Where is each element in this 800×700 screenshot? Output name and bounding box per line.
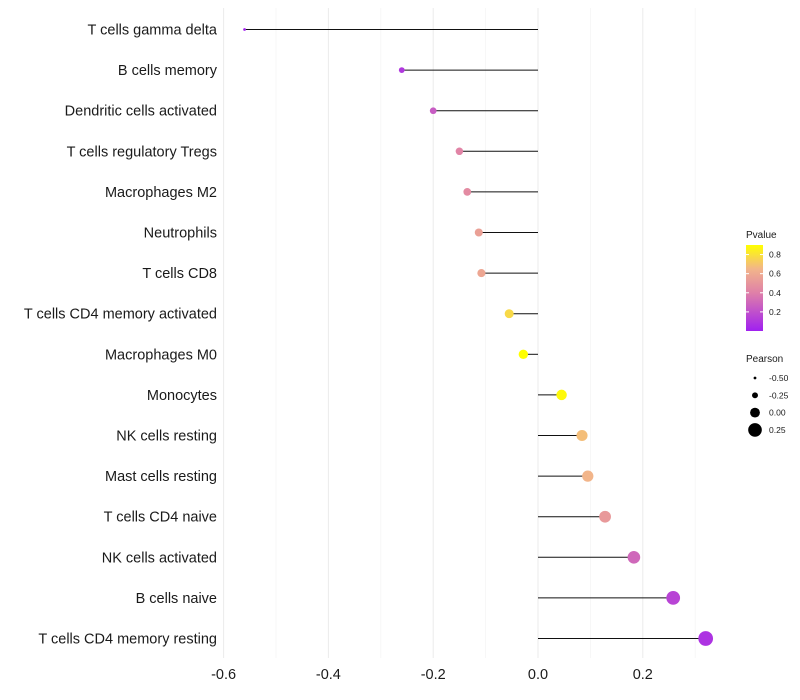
size-legend-dot [750,407,760,418]
size-legend-label: 0.00 [769,408,786,418]
x-tick-label: 0.2 [633,667,653,683]
lollipop-dot [599,510,611,523]
pvalue-colorbar [746,245,763,331]
y-tick-label: T cells CD4 memory resting [38,632,217,648]
lollipop-dot [576,429,588,442]
size-legend-label: 0.25 [769,425,786,435]
lollipop-dot [627,550,641,564]
dots [243,28,714,646]
colorbar-label: 0.2 [769,307,781,317]
lollipop-dot [398,67,405,73]
colorbar-label: 0.4 [769,288,781,298]
lollipop-dot [698,631,714,646]
y-tick-label: T cells CD8 [142,266,217,282]
y-tick-label: Mast cells resting [105,469,217,485]
pearson-legend: Pearson -0.50 -0.25 0.00 0.25 [746,354,789,437]
lollipop-dot [455,147,464,156]
colorbar-label: 0.6 [769,269,781,279]
lollipop-dot [504,309,514,319]
size-legend-dot [748,423,762,437]
lollipop-dot [582,470,594,482]
x-tick-label: 0.0 [528,667,548,683]
lollipop-dot [518,349,529,359]
lollipop-dot [463,188,472,196]
x-tick-label: -0.4 [316,667,341,683]
y-tick-label: NK cells activated [102,550,217,566]
lollipop-dot [243,28,246,31]
y-tick-label: T cells gamma delta [88,23,218,39]
lollipop-dot [556,389,567,401]
y-axis-labels: T cells gamma delta B cells memory Dendrit… [24,23,218,648]
y-tick-label: Neutrophils [144,226,217,242]
pvalue-legend-title: Pvalue [746,230,777,241]
size-legend-dot [752,392,758,399]
y-tick-label: T cells CD4 memory activated [24,307,217,323]
pearson-legend-title: Pearson [746,354,783,365]
stems [244,29,706,639]
x-axis-labels: -0.6 -0.4 -0.2 0.0 0.2 [211,667,653,683]
size-legend-dot [753,376,757,380]
grid [223,8,696,658]
x-tick-label: -0.6 [211,667,236,683]
colorbar-label: 0.8 [769,250,781,260]
lollipop-dot [474,228,483,237]
y-tick-label: Dendritic cells activated [65,104,217,120]
lollipop-dot [429,107,437,115]
lollipop-dot [666,591,681,605]
y-tick-label: Monocytes [147,388,217,404]
y-tick-label: B cells naive [136,591,217,607]
pvalue-legend: Pvalue 0.8 0.6 0.4 0.2 [746,230,781,331]
y-tick-label: Macrophages M2 [105,185,217,201]
y-tick-label: NK cells resting [116,429,217,445]
y-tick-label: Macrophages M0 [105,347,217,363]
lollipop-dot [477,269,486,278]
size-legend-label: -0.25 [769,390,789,400]
y-tick-label: T cells CD4 naive [104,510,217,526]
size-legend-label: -0.50 [769,373,789,383]
y-tick-label: B cells memory [118,63,218,79]
x-tick-label: -0.2 [421,667,446,683]
y-tick-label: T cells regulatory Tregs [67,144,217,160]
